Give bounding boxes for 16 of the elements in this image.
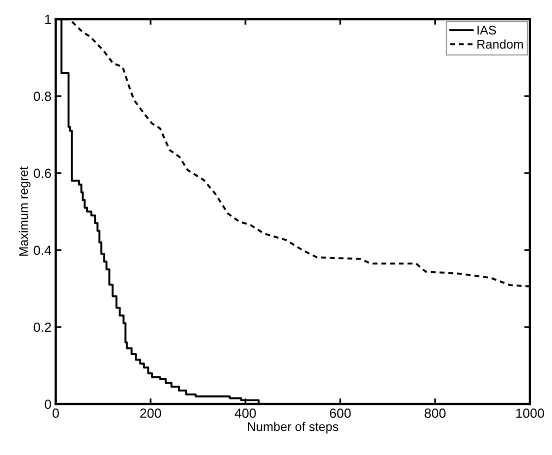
x-tick-label: 600 [330,408,351,418]
x-tick-label: 800 [424,408,446,418]
x-tick-label: 200 [140,408,162,418]
y-tick-label: 0.8 [34,92,52,102]
x-tick-label: 1000 [516,408,544,418]
y-tick-label: 0.4 [34,246,52,255]
y-tick-label: 0.2 [34,322,51,332]
y-tick-label: 1 [45,14,51,24]
y-tick-label: 0.6 [34,168,52,178]
x-axis-title: Number of steps [248,422,338,434]
legend-label: IAS [478,26,496,35]
x-tick-label: 400 [234,408,256,418]
legend-label: Random [477,40,523,49]
y-axis-title: Maximum regret [18,166,30,256]
x-tick-label: 0 [52,408,59,418]
y-tick-label: 0 [44,400,52,409]
